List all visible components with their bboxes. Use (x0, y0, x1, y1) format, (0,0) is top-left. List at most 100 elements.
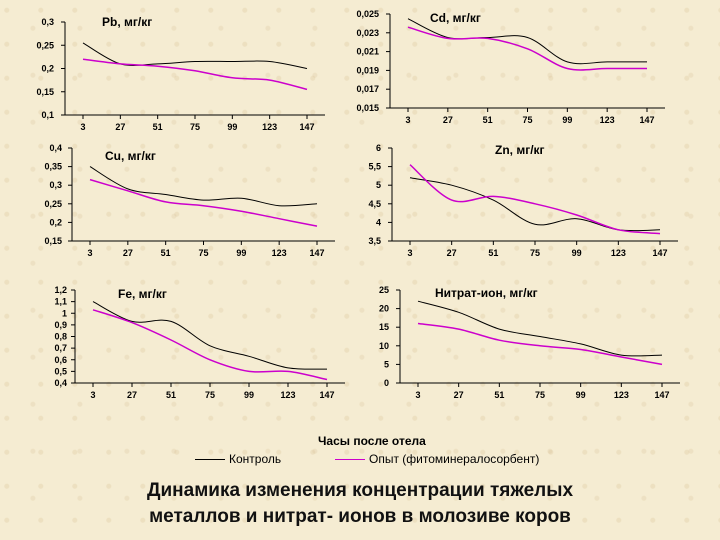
y-tick-label: 0,019 (356, 65, 379, 75)
x-tick-label: 147 (639, 115, 654, 125)
chart-panel-2: 0,025 0,023 0,021 0,019 0,017 0,015 3 27 51 75 99 1… (356, 9, 665, 125)
x-tick-label: 75 (535, 390, 545, 400)
y-tick-label: 4 (376, 217, 381, 227)
y-tick-label: 20 (379, 304, 389, 314)
y-tick-label: 0,9 (54, 320, 67, 330)
x-tick-label: 147 (654, 390, 669, 400)
x-tick-label: 51 (161, 248, 171, 258)
chart-title: Zn, мг/кг (495, 143, 545, 157)
x-tick-label: 99 (576, 390, 586, 400)
series-line-control (82, 42, 308, 69)
y-tick-label: 0,023 (356, 28, 379, 38)
y-tick-label: 3,5 (368, 236, 381, 246)
x-tick-label: 51 (488, 248, 498, 258)
x-tick-label: 27 (123, 248, 133, 258)
x-tick-label: 147 (309, 248, 324, 258)
x-tick-label: 27 (454, 390, 464, 400)
y-tick-label: 0,25 (44, 199, 62, 209)
series-line-control (407, 18, 647, 65)
x-tick-label: 3 (407, 248, 412, 258)
x-tick-label: 99 (572, 248, 582, 258)
main-title-line-1: Динамика изменения концентрации тяжелых (146, 480, 574, 501)
x-tick-label: 123 (262, 122, 277, 132)
x-tick-label: 51 (166, 390, 176, 400)
x-tick-label: 3 (415, 390, 420, 400)
y-tick-label: 0,2 (41, 64, 54, 74)
y-tick-label: 0,021 (356, 47, 379, 57)
x-tick-label: 51 (494, 390, 504, 400)
x-tick-label: 3 (405, 115, 410, 125)
y-tick-label: 0,1 (41, 110, 54, 120)
x-tick-label: 51 (483, 115, 493, 125)
x-tick-label: 147 (299, 122, 314, 132)
chart-panel-5: 1,2 1,11 0,9 0,80,7 0,60,5 0,4 3 27 51 75 99 123 147… (54, 285, 345, 400)
y-tick-label: 5,5 (368, 162, 381, 172)
series-line-control (92, 301, 328, 370)
x-tick-label: 75 (522, 115, 532, 125)
legend-experiment-swatch (335, 458, 365, 460)
legend-control: Контроль (195, 452, 281, 466)
y-tick-label: 6 (376, 143, 381, 153)
x-tick-label: 3 (87, 248, 92, 258)
chart-title: Нитрат-ион, мг/кг (435, 286, 538, 300)
chart-panel-3: 0,4 0,35 0,3 0,25 0,2 0,15 3 27 51 75 99 123 147 Cu, … (44, 143, 335, 258)
y-tick-label: 4,5 (368, 199, 381, 209)
y-tick-label: 5 (376, 180, 381, 190)
y-tick-label: 0,4 (54, 378, 67, 388)
legend-control-swatch (195, 458, 225, 460)
legend-experiment: Опыт (фитоминералосорбент) (335, 452, 539, 466)
x-tick-label: 123 (611, 248, 626, 258)
x-tick-label: 27 (443, 115, 453, 125)
x-tick-label: 123 (280, 390, 295, 400)
series-line-experiment (89, 178, 318, 227)
x-tick-label: 3 (80, 122, 85, 132)
y-tick-label: 0,8 (54, 332, 67, 342)
x-tick-label: 27 (115, 122, 125, 132)
legend-control-label: Контроль (229, 452, 282, 466)
y-tick-label: 0,3 (49, 180, 62, 190)
x-tick-label: 123 (614, 390, 629, 400)
series-line-experiment (417, 322, 663, 366)
y-tick-label: 1 (62, 308, 67, 318)
series-line-experiment (407, 26, 647, 71)
x-tick-label: 75 (530, 248, 540, 258)
y-tick-label: 0,015 (356, 103, 379, 113)
chart-title: Cd, мг/кг (430, 11, 481, 25)
x-tick-label: 147 (652, 248, 667, 258)
x-tick-label: 99 (227, 122, 237, 132)
y-tick-label: 0,7 (54, 343, 67, 353)
x-tick-label: 147 (319, 390, 334, 400)
y-tick-label: 5 (384, 359, 389, 369)
series-line-control (89, 166, 318, 207)
y-tick-label: 0,025 (356, 9, 379, 19)
x-tick-label: 75 (205, 390, 215, 400)
y-tick-label: 10 (379, 341, 389, 351)
main-title-line-2: металлов и нитрат- ионов в молозиве коро… (149, 506, 571, 527)
x-tick-label: 75 (190, 122, 200, 132)
x-tick-label: 99 (562, 115, 572, 125)
y-tick-label: 0 (384, 378, 389, 388)
main-title: Динамика изменения концентрации тяжелых … (60, 478, 660, 530)
x-tick-label: 51 (153, 122, 163, 132)
x-tick-label: 27 (447, 248, 457, 258)
chart-title: Fe, мг/кг (118, 287, 167, 301)
y-tick-label: 0,35 (44, 162, 62, 172)
chart-panel-4: 6 5,5 5 4,5 4 3,5 3 27 51 75 99 123 147 Zn, мг/кг (368, 143, 678, 258)
y-tick-label: 1,1 (54, 297, 67, 307)
y-tick-label: 0,3 (41, 17, 54, 27)
chart-title: Cu, мг/кг (105, 149, 156, 163)
chart-panel-6: 25 20 15 10 5 0 3 27 51 75 99 123 147 Нитрат-ион, мг/… (379, 285, 680, 400)
y-tick-label: 0,017 (356, 84, 379, 94)
y-tick-label: 0,6 (54, 355, 67, 365)
y-tick-label: 25 (379, 285, 389, 295)
x-tick-label: 27 (127, 390, 137, 400)
series-line-experiment (409, 164, 661, 235)
x-tick-label: 75 (198, 248, 208, 258)
y-tick-label: 0,2 (49, 217, 62, 227)
series-line-control (417, 300, 663, 357)
series-line-experiment (82, 58, 308, 91)
x-tick-label: 123 (272, 248, 287, 258)
x-tick-label: 123 (600, 115, 615, 125)
y-tick-label: 15 (379, 322, 389, 332)
